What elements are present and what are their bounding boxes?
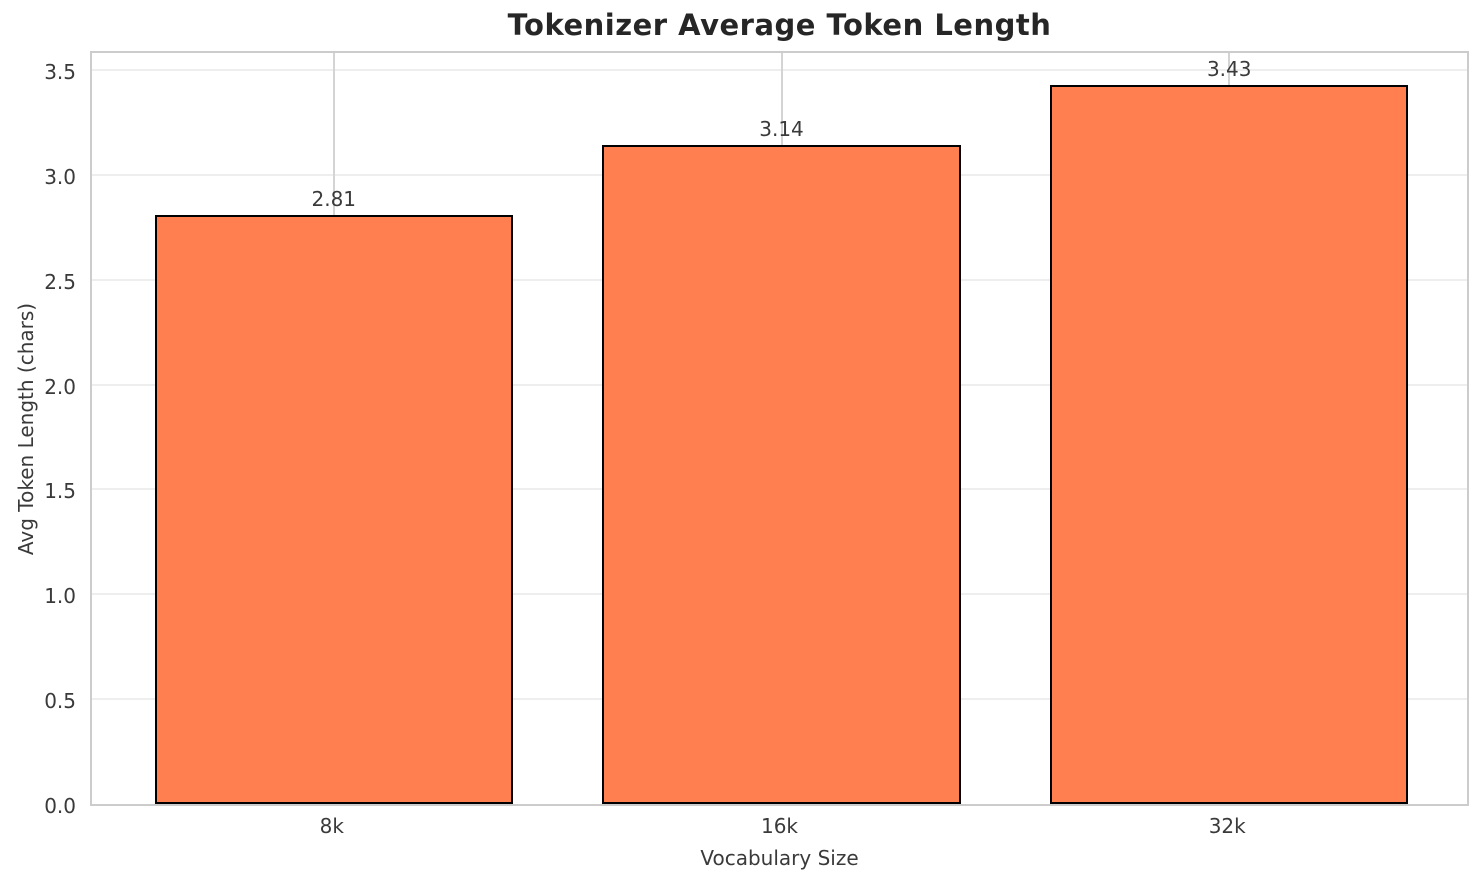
bar-8k: [154, 214, 513, 804]
y-tick-label: 2.5: [44, 269, 76, 294]
gridline-horizontal: [92, 68, 1467, 71]
x-axis-label: Vocabulary Size: [700, 846, 859, 870]
chart-title: Tokenizer Average Token Length: [507, 8, 1052, 42]
y-tick-label: 0.0: [44, 794, 76, 818]
y-tick-label: 1.5: [44, 479, 76, 504]
y-axis-label: Avg Token Length (chars): [14, 302, 38, 555]
bar-value-label: 3.43: [1206, 56, 1252, 81]
bar-32k: [1050, 84, 1409, 804]
x-tick-label-32k: 32k: [1208, 814, 1246, 838]
x-tick-label-16k: 16k: [760, 814, 799, 838]
x-tick-label-8k: 8k: [319, 814, 344, 838]
bar-value-label: 2.81: [311, 186, 357, 211]
y-tick-label: 1.0: [44, 584, 76, 609]
y-tick-label: 3.0: [44, 164, 76, 189]
plot-area: 2.81 3.14 3.43: [90, 51, 1469, 806]
y-tick-label: 3.5: [44, 59, 76, 84]
bar-value-label: 3.14: [759, 117, 804, 142]
bar-16k: [602, 145, 961, 804]
y-tick-label: 0.5: [44, 689, 76, 714]
y-tick-label: 2.0: [44, 374, 76, 399]
